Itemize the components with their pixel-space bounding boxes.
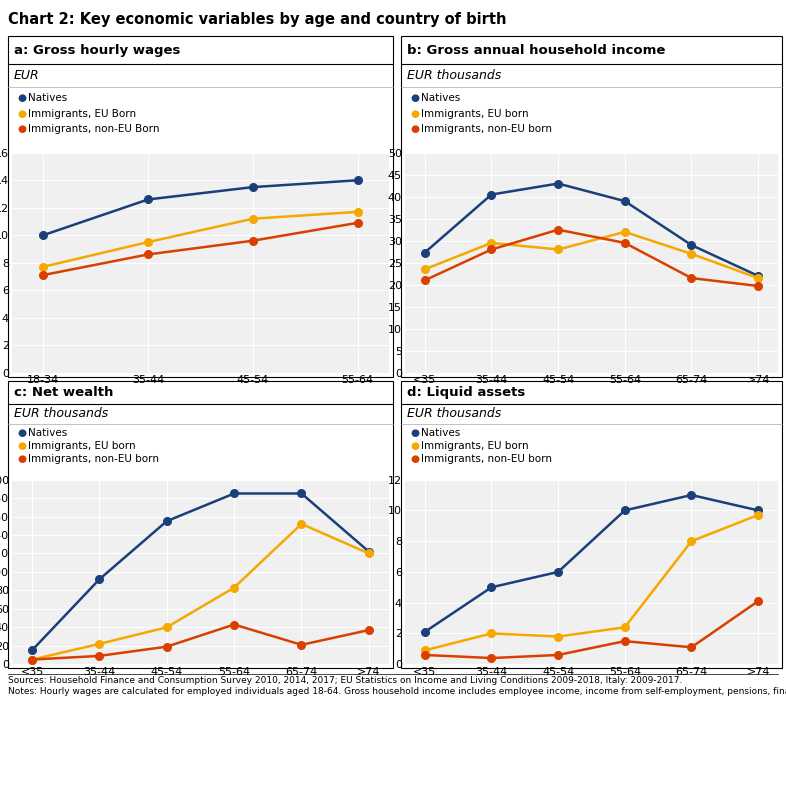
- Text: Immigrants, non-EU Born: Immigrants, non-EU Born: [28, 124, 159, 134]
- Text: ●: ●: [17, 441, 26, 451]
- Text: Immigrants, EU born: Immigrants, EU born: [421, 441, 528, 451]
- Text: EUR thousands: EUR thousands: [407, 69, 501, 82]
- Text: ●: ●: [17, 428, 26, 438]
- Text: a: Gross hourly wages: a: Gross hourly wages: [14, 44, 181, 57]
- Text: Chart 2: Key economic variables by age and country of birth: Chart 2: Key economic variables by age a…: [8, 12, 506, 28]
- Text: ●: ●: [410, 454, 419, 464]
- Text: Immigrants, non-EU born: Immigrants, non-EU born: [421, 454, 552, 464]
- Text: Immigrants, EU Born: Immigrants, EU Born: [28, 109, 136, 118]
- Text: Natives: Natives: [421, 428, 460, 438]
- Text: d: Liquid assets: d: Liquid assets: [407, 386, 525, 399]
- Text: ●: ●: [410, 93, 419, 103]
- Text: Immigrants, non-EU born: Immigrants, non-EU born: [28, 454, 159, 464]
- Text: ●: ●: [410, 109, 419, 118]
- Text: Immigrants, EU born: Immigrants, EU born: [28, 441, 135, 451]
- Text: b: Gross annual household income: b: Gross annual household income: [407, 44, 666, 57]
- Text: ●: ●: [410, 441, 419, 451]
- Text: ●: ●: [17, 454, 26, 464]
- Text: Natives: Natives: [28, 93, 67, 103]
- Text: EUR: EUR: [14, 69, 40, 82]
- Text: c: Net wealth: c: Net wealth: [14, 386, 113, 399]
- Text: Natives: Natives: [28, 428, 67, 438]
- Text: EUR thousands: EUR thousands: [407, 407, 501, 420]
- Text: ●: ●: [410, 428, 419, 438]
- Text: Natives: Natives: [421, 93, 460, 103]
- Text: Immigrants, non-EU born: Immigrants, non-EU born: [421, 124, 552, 134]
- Text: Immigrants, EU born: Immigrants, EU born: [421, 109, 528, 118]
- Text: ●: ●: [17, 124, 26, 134]
- Text: ●: ●: [410, 124, 419, 134]
- Text: Sources: Household Finance and Consumption Survey 2010, 2014, 2017; EU Statistic: Sources: Household Finance and Consumpti…: [8, 676, 786, 696]
- Text: ●: ●: [17, 93, 26, 103]
- Text: ●: ●: [17, 109, 26, 118]
- Text: EUR thousands: EUR thousands: [14, 407, 108, 420]
